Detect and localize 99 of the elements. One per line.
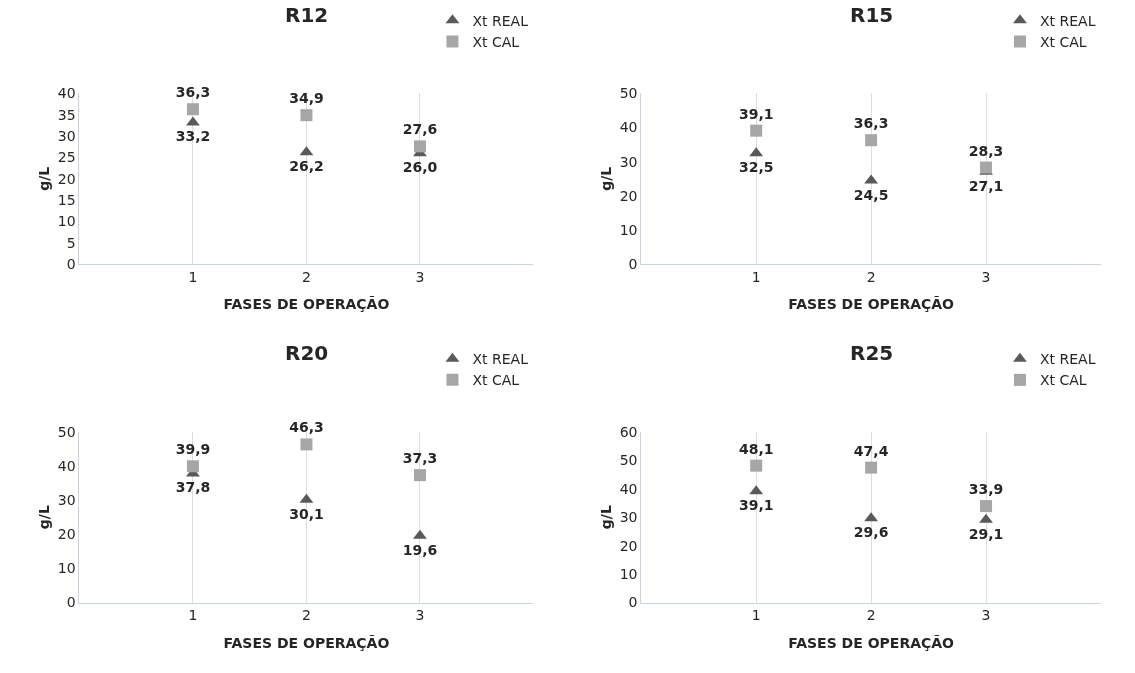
y-axis-title: g/L bbox=[598, 166, 615, 191]
data-label: 32,5 bbox=[738, 159, 774, 176]
data-label: 19,6 bbox=[402, 541, 438, 558]
point bbox=[865, 134, 878, 147]
point bbox=[300, 109, 313, 122]
data-label: 36,3 bbox=[175, 84, 211, 101]
y-axis-title: g/L bbox=[598, 505, 615, 530]
y-tick-label: 30 bbox=[619, 153, 638, 170]
data-label: 37,3 bbox=[402, 450, 438, 467]
y-tick-label: 10 bbox=[57, 213, 76, 230]
x-tick-label: 3 bbox=[415, 269, 425, 286]
x-tick-label: 3 bbox=[981, 607, 991, 624]
point bbox=[186, 460, 199, 473]
chart-title: R20 bbox=[285, 341, 329, 365]
y-tick-label: 0 bbox=[628, 256, 638, 273]
y-tick-label: 35 bbox=[57, 106, 76, 123]
data-label: 28,3 bbox=[968, 142, 1004, 159]
data-label: 29,6 bbox=[853, 524, 889, 541]
data-label: 30,1 bbox=[289, 505, 324, 522]
y-tick-label: 40 bbox=[57, 457, 76, 474]
legend-label: Xt REAL bbox=[472, 351, 529, 368]
y-tick-label: 10 bbox=[619, 221, 638, 238]
legend-label: Xt CAL bbox=[1039, 372, 1087, 389]
x-axis-title: FASES DE OPERAÇÃO bbox=[788, 296, 955, 313]
point bbox=[980, 500, 993, 513]
point bbox=[186, 116, 200, 126]
data-label: 26,2 bbox=[289, 158, 324, 175]
data-label: 24,5 bbox=[853, 186, 889, 203]
legend-label: Xt REAL bbox=[472, 12, 529, 29]
data-label: 27,1 bbox=[968, 177, 1004, 194]
data-label: 37,8 bbox=[175, 479, 211, 496]
chart-title: R25 bbox=[850, 341, 894, 365]
y-tick-label: 20 bbox=[57, 526, 76, 543]
y-tick-label: 0 bbox=[66, 594, 76, 611]
y-tick-label: 40 bbox=[57, 85, 76, 102]
data-label: 46,3 bbox=[289, 419, 324, 436]
x-axis-title: FASES DE OPERAÇÃO bbox=[223, 296, 390, 313]
legend-label: Xt CAL bbox=[1039, 33, 1087, 50]
x-axis-title: FASES DE OPERAÇÃO bbox=[223, 634, 390, 651]
x-tick-label: 2 bbox=[301, 607, 311, 624]
data-label: 33,2 bbox=[175, 128, 211, 145]
data-label: 48,1 bbox=[738, 440, 774, 457]
y-tick-label: 60 bbox=[619, 423, 638, 440]
data-label: 29,1 bbox=[968, 525, 1004, 542]
y-tick-label: 30 bbox=[619, 509, 638, 526]
y-tick-label: 5 bbox=[66, 234, 76, 251]
data-label: 33,9 bbox=[968, 481, 1004, 498]
x-tick-label: 2 bbox=[866, 269, 876, 286]
y-tick-label: 30 bbox=[57, 491, 76, 508]
y-tick-label: 50 bbox=[619, 452, 638, 469]
point bbox=[413, 529, 427, 539]
point bbox=[186, 103, 199, 116]
legend-label: Xt CAL bbox=[472, 372, 520, 389]
point bbox=[750, 124, 763, 137]
y-tick-label: 20 bbox=[57, 170, 76, 187]
data-label: 26,0 bbox=[402, 159, 438, 176]
x-tick-label: 1 bbox=[751, 269, 761, 286]
data-label: 39,1 bbox=[738, 105, 774, 122]
x-tick-label: 2 bbox=[301, 269, 311, 286]
x-tick-label: 3 bbox=[981, 269, 991, 286]
x-tick-label: 1 bbox=[188, 607, 198, 624]
data-label: 27,6 bbox=[402, 121, 438, 138]
y-tick-label: 15 bbox=[57, 192, 76, 209]
data-label: 47,4 bbox=[853, 442, 889, 459]
point bbox=[979, 513, 993, 523]
y-tick-label: 10 bbox=[57, 560, 76, 577]
data-label: 36,3 bbox=[853, 115, 889, 132]
data-label: 39,9 bbox=[175, 441, 211, 458]
y-tick-label: 20 bbox=[619, 537, 638, 554]
y-tick-label: 40 bbox=[619, 119, 638, 136]
point bbox=[300, 438, 313, 451]
y-axis-title: g/L bbox=[36, 505, 53, 530]
y-tick-label: 50 bbox=[57, 423, 76, 440]
point bbox=[413, 469, 426, 482]
y-tick-label: 10 bbox=[619, 566, 638, 583]
x-tick-label: 2 bbox=[866, 607, 876, 624]
point bbox=[413, 140, 426, 153]
legend-label: Xt REAL bbox=[1039, 12, 1096, 29]
y-tick-label: 40 bbox=[619, 480, 638, 497]
point bbox=[865, 461, 878, 474]
chart-title: R15 bbox=[850, 3, 894, 27]
data-label: 39,1 bbox=[738, 497, 774, 514]
legend-label: Xt CAL bbox=[472, 33, 520, 50]
y-tick-label: 20 bbox=[619, 187, 638, 204]
chart-title: R12 bbox=[285, 3, 329, 27]
x-tick-label: 3 bbox=[415, 607, 425, 624]
x-axis-title: FASES DE OPERAÇÃO bbox=[788, 634, 955, 651]
y-tick-label: 25 bbox=[57, 149, 76, 166]
point bbox=[750, 459, 763, 472]
legend-label: Xt REAL bbox=[1039, 351, 1096, 368]
point bbox=[980, 161, 993, 174]
x-tick-label: 1 bbox=[188, 269, 198, 286]
x-tick-label: 1 bbox=[751, 607, 761, 624]
y-tick-label: 50 bbox=[619, 85, 638, 102]
data-label: 34,9 bbox=[289, 90, 324, 107]
y-tick-label: 30 bbox=[57, 128, 76, 145]
y-tick-label: 0 bbox=[66, 256, 76, 273]
y-tick-label: 0 bbox=[628, 594, 638, 611]
y-axis-title: g/L bbox=[36, 166, 53, 191]
